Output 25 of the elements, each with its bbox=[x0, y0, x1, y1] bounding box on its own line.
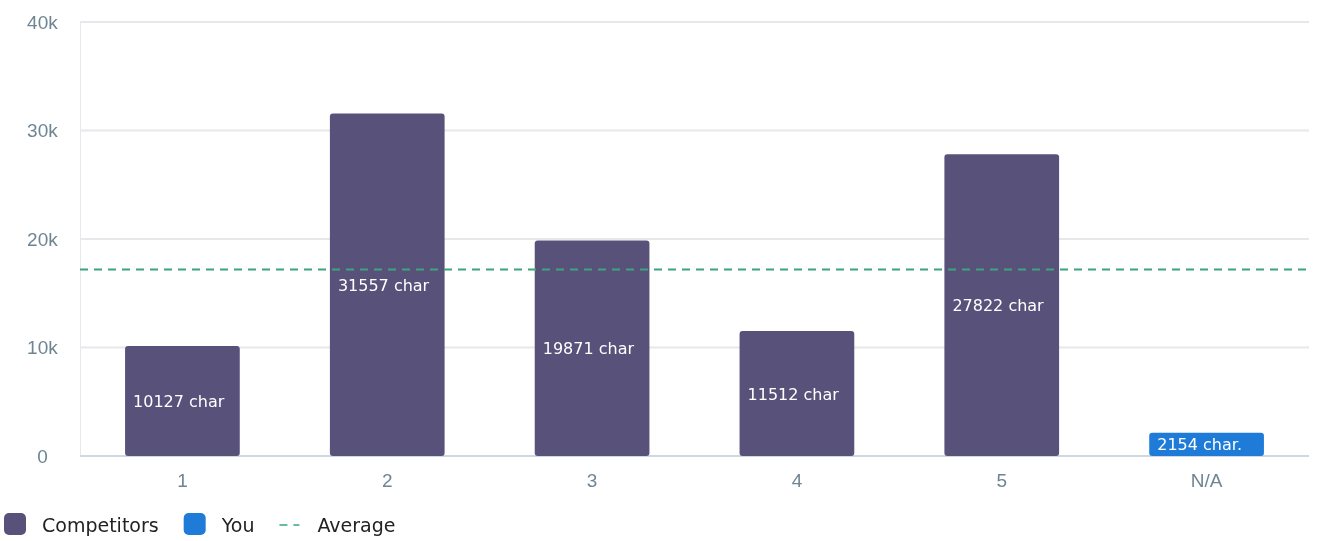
bar bbox=[739, 331, 855, 456]
data-label: 27822 char bbox=[952, 296, 1045, 316]
data-label: 2154 char. bbox=[1157, 435, 1242, 455]
bar bbox=[329, 113, 445, 456]
y-tick-label: 40k bbox=[27, 11, 59, 33]
legend-label: You bbox=[220, 514, 255, 536]
bar bbox=[944, 154, 1060, 456]
y-tick-label: 10k bbox=[27, 337, 59, 359]
x-tick-label: 5 bbox=[996, 470, 1008, 492]
x-tick-label: N/A bbox=[1190, 470, 1223, 492]
bar bbox=[125, 346, 240, 456]
data-label: 31557 char bbox=[337, 275, 430, 295]
legend-label: Average bbox=[317, 514, 396, 536]
x-tick-label: 2 bbox=[381, 470, 393, 492]
data-label: 11512 char bbox=[747, 384, 840, 404]
x-tick-label: 4 bbox=[791, 470, 803, 492]
x-tick-label: 3 bbox=[586, 470, 598, 492]
y-tick-label: 20k bbox=[27, 228, 59, 250]
bar bbox=[534, 240, 650, 456]
data-label: 10127 char bbox=[133, 392, 225, 412]
y-tick-label: 0 bbox=[37, 445, 48, 467]
x-tick-label: 1 bbox=[177, 470, 188, 492]
legend-label: Competitors bbox=[42, 514, 159, 536]
data-label: 19871 char bbox=[542, 339, 635, 359]
y-tick-label: 30k bbox=[27, 120, 59, 142]
